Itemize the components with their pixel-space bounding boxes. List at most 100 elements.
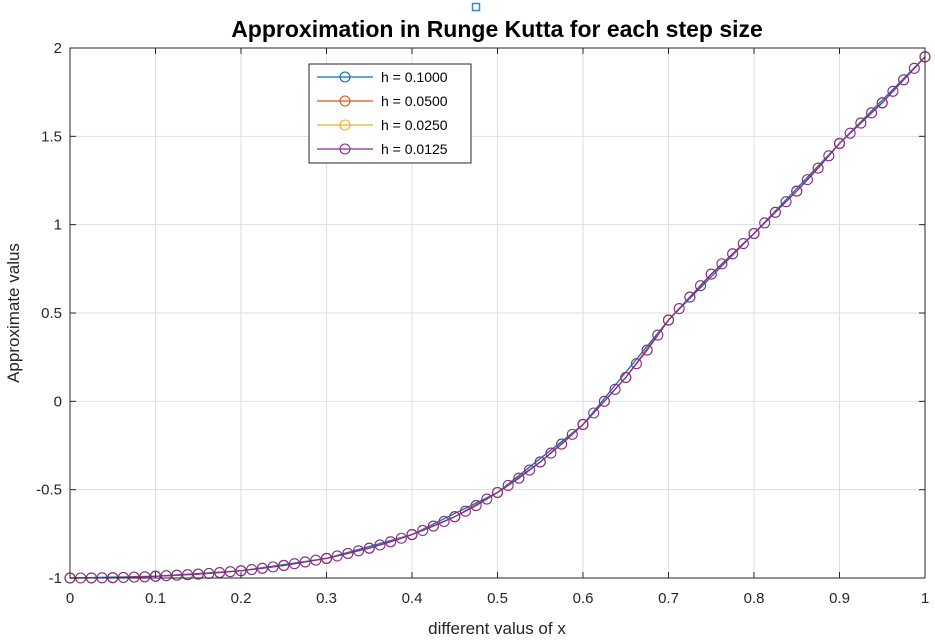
data-point [908, 62, 920, 74]
legend[interactable]: h = 0.1000 h = 0.0500 h = 0.0250 h = 0.0125 [308, 63, 472, 164]
data-point [406, 528, 418, 541]
data-point [716, 258, 728, 270]
x-tick-label: 0.4 [402, 590, 423, 607]
series-layer [64, 51, 931, 584]
x-tick-label: 0.2 [231, 590, 252, 607]
data-point [449, 511, 461, 523]
x-tick-label: 0.7 [658, 590, 679, 607]
data-point [737, 238, 749, 250]
data-point [427, 520, 439, 532]
x-tick-label: 0.3 [316, 590, 337, 607]
data-point [556, 438, 568, 450]
data-point [684, 291, 696, 303]
legend-marker [339, 143, 351, 155]
data-point [513, 472, 525, 484]
data-point [438, 515, 450, 528]
legend-entry: h = 0.0500 [317, 93, 448, 109]
data-point [598, 395, 610, 407]
data-point [256, 562, 268, 574]
data-point [353, 545, 365, 557]
legend-entry: h = 0.0125 [317, 141, 448, 157]
data-point [823, 150, 835, 162]
data-point [491, 486, 504, 499]
legend-entry: h = 0.1000 [317, 69, 448, 85]
x-tick-label: 0 [66, 590, 74, 607]
data-point [727, 248, 739, 260]
data-point [299, 556, 311, 568]
data-point [481, 493, 493, 505]
data-point [139, 571, 151, 583]
data-point [620, 371, 632, 384]
data-point [417, 524, 429, 537]
y-axis-label: Approximate valus [4, 243, 23, 383]
legend-label: h = 0.0500 [381, 93, 448, 109]
chart-title: Approximation in Runge Kutta for each st… [231, 16, 763, 42]
data-point [769, 206, 781, 218]
data-point [588, 407, 600, 419]
data-point [374, 539, 386, 551]
x-tick-label: 1 [921, 590, 929, 607]
data-point [641, 344, 653, 356]
data-point [320, 552, 333, 564]
x-tick-labels: 0 0.1 0.2 0.3 0.4 0.5 0.6 0.7 0.8 0.9 1 [66, 590, 929, 607]
data-point [866, 107, 878, 119]
data-point [609, 383, 621, 395]
data-point [898, 74, 910, 86]
legend-entry: h = 0.0250 [317, 117, 448, 133]
data-point [652, 329, 664, 341]
data-point [759, 217, 771, 229]
x-tick-label: 0.8 [744, 590, 765, 607]
data-point [876, 97, 888, 109]
x-tick-label: 0.1 [145, 590, 166, 607]
axis-ticks [69, 47, 926, 579]
data-point [470, 500, 482, 512]
data-point [224, 566, 236, 578]
data-point [844, 127, 856, 139]
data-point [855, 117, 867, 129]
data-point [267, 561, 279, 573]
selection-marker-top[interactable] [471, 2, 481, 12]
data-point [577, 418, 589, 431]
data-point [812, 162, 824, 174]
x-axis-label: different valus of x [428, 619, 566, 638]
legend-box [308, 63, 472, 164]
data-point [780, 196, 792, 208]
y-tick-label: 0.5 [41, 305, 62, 322]
data-point [673, 303, 685, 315]
data-point [791, 185, 803, 197]
y-tick-label: -0.5 [36, 482, 62, 499]
legend-label: h = 0.1000 [381, 69, 448, 85]
data-point [363, 542, 375, 554]
data-point [459, 505, 471, 517]
data-point [833, 137, 846, 149]
y-tick-labels: -1 -0.5 0 0.5 1 1.5 2 [36, 40, 62, 587]
data-point [630, 358, 642, 370]
data-point [182, 569, 194, 581]
data-point [705, 268, 717, 280]
y-tick-label: 2 [54, 40, 62, 57]
x-tick-label: 0.6 [573, 590, 594, 607]
data-point [342, 547, 354, 559]
data-point [801, 174, 813, 186]
data-point [192, 568, 204, 580]
data-point [502, 479, 514, 491]
data-point [695, 280, 707, 292]
data-point [545, 447, 557, 459]
y-tick-label: 0 [54, 393, 62, 410]
data-point [149, 570, 162, 582]
data-point [748, 227, 760, 240]
y-tick-label: 1 [54, 217, 62, 234]
data-point [171, 569, 183, 581]
data-point [128, 571, 140, 583]
data-point [385, 536, 397, 548]
series-4 [64, 51, 931, 584]
data-point [160, 570, 172, 582]
legend-label: h = 0.0125 [381, 141, 448, 157]
data-point [331, 550, 343, 562]
data-point [278, 559, 290, 572]
data-point [117, 571, 129, 584]
data-point [887, 85, 899, 97]
legend-label: h = 0.0250 [381, 117, 448, 133]
y-tick-label: 1.5 [41, 128, 62, 145]
